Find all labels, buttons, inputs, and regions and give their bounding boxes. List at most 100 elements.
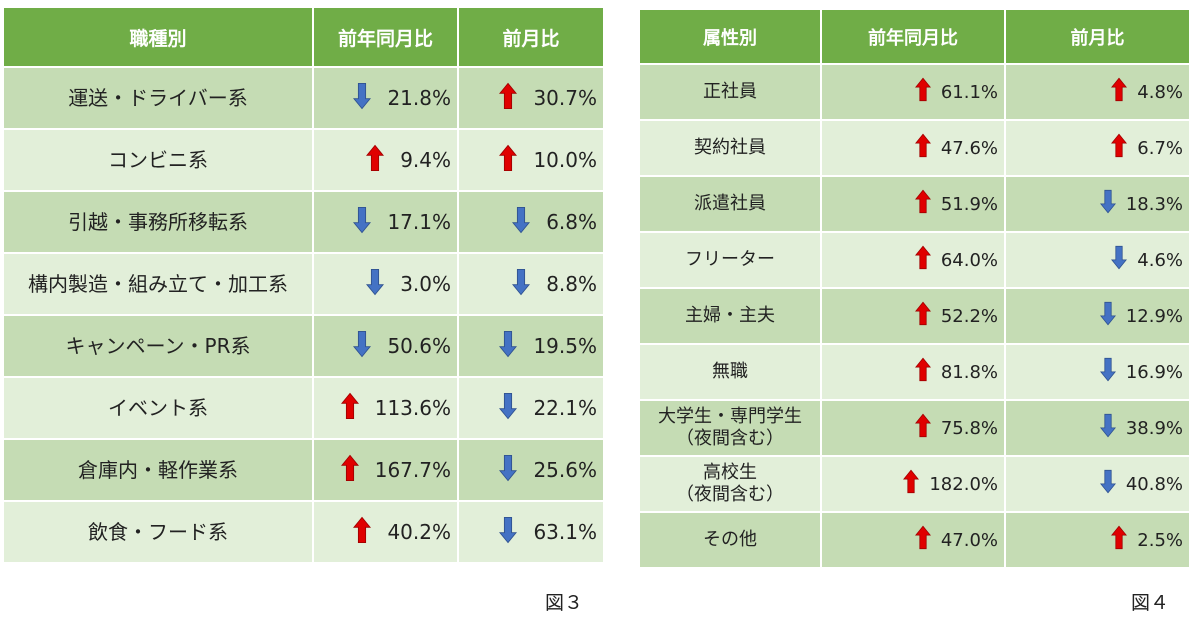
category-cell: キャンペーン・PR系 — [4, 316, 314, 378]
mom-value: 4.8% — [1137, 81, 1183, 103]
mom-value: 16.9% — [1125, 361, 1183, 383]
arrow-up-icon — [340, 454, 359, 487]
mom-cell: 25.6% — [459, 440, 605, 502]
yoy-cell: 182.0% — [822, 457, 1006, 513]
figure-caption-4: 図４ — [1131, 592, 1170, 614]
mom-value: 19.5% — [533, 334, 597, 358]
header-mom: 前月比 — [1006, 10, 1191, 65]
mom-value: 4.6% — [1137, 249, 1183, 271]
yoy-value: 182.0% — [929, 473, 998, 495]
yoy-value: 75.8% — [940, 417, 998, 439]
category-cell: 飲食・フード系 — [4, 502, 314, 564]
category-label: コンビニ系 — [108, 148, 208, 172]
category-label: 正社員 — [703, 81, 757, 103]
mom-value: 6.8% — [546, 210, 597, 234]
job-type-table: 職種別 前年同月比 前月比 運送・ドライバー系 21.8% 30.7% コンビニ系 9.… — [4, 8, 605, 564]
mom-cell: 30.7% — [459, 68, 605, 130]
mom-value: 30.7% — [533, 86, 597, 110]
mom-cell: 12.9% — [1006, 289, 1191, 345]
yoy-value: 47.6% — [940, 137, 998, 159]
mom-cell: 4.6% — [1006, 233, 1191, 289]
mom-value: 2.5% — [1137, 529, 1183, 551]
table-row: イベント系 113.6% 22.1% — [4, 378, 605, 440]
yoy-value: 51.9% — [940, 193, 998, 215]
yoy-cell: 40.2% — [314, 502, 459, 564]
mom-value: 18.3% — [1125, 193, 1183, 215]
category-cell: 主婦・主夫 — [640, 289, 822, 345]
arrow-up-icon — [1111, 525, 1128, 555]
table-row: フリーター 64.0% 4.6% — [640, 233, 1191, 289]
mom-value: 63.1% — [533, 520, 597, 544]
arrow-up-icon — [914, 301, 931, 331]
arrow-up-icon — [914, 189, 931, 219]
yoy-value: 81.8% — [940, 361, 998, 383]
category-label: 構内製造・組み立て・加工系 — [28, 272, 288, 296]
category-label: 倉庫内・軽作業系 — [78, 458, 238, 482]
mom-cell: 40.8% — [1006, 457, 1191, 513]
arrow-up-icon — [1111, 77, 1128, 107]
arrow-up-icon — [914, 525, 931, 555]
arrow-down-icon — [512, 268, 531, 301]
header-row: 職種別 前年同月比 前月比 — [4, 8, 605, 68]
arrow-up-icon — [499, 82, 518, 115]
yoy-cell: 47.6% — [822, 121, 1006, 177]
category-label: 契約社員 — [694, 137, 766, 159]
mom-value: 40.8% — [1125, 473, 1183, 495]
header-mom: 前月比 — [459, 8, 605, 68]
category-label: （夜間含む） — [676, 484, 784, 505]
table-row: 運送・ドライバー系 21.8% 30.7% — [4, 68, 605, 130]
category-label: 引越・事務所移転系 — [68, 210, 248, 234]
arrow-up-icon — [340, 392, 359, 425]
arrow-down-icon — [353, 330, 372, 363]
category-label: 無職 — [712, 361, 748, 383]
table-row: 正社員 61.1% 4.8% — [640, 65, 1191, 121]
mom-cell: 63.1% — [459, 502, 605, 564]
mom-cell: 19.5% — [459, 316, 605, 378]
yoy-cell: 51.9% — [822, 177, 1006, 233]
table-row: 無職 81.8% 16.9% — [640, 345, 1191, 401]
arrow-down-icon — [1099, 357, 1116, 387]
yoy-value: 9.4% — [400, 148, 451, 172]
category-cell: 正社員 — [640, 65, 822, 121]
attribute-table: 属性別 前年同月比 前月比 正社員 61.1% 4.8% 契約社員 47.6% 6.7% 派… — [640, 10, 1191, 569]
yoy-cell: 3.0% — [314, 254, 459, 316]
yoy-cell: 47.0% — [822, 513, 1006, 569]
table-row: 主婦・主夫 52.2% 12.9% — [640, 289, 1191, 345]
yoy-cell: 75.8% — [822, 401, 1006, 457]
table-row: 飲食・フード系 40.2% 63.1% — [4, 502, 605, 564]
arrow-down-icon — [353, 206, 372, 239]
category-cell: 大学生・専門学生 （夜間含む） — [640, 401, 822, 457]
mom-value: 12.9% — [1125, 305, 1183, 327]
arrow-up-icon — [499, 144, 518, 177]
category-cell: 引越・事務所移転系 — [4, 192, 314, 254]
arrow-up-icon — [353, 516, 372, 549]
category-cell: 契約社員 — [640, 121, 822, 177]
yoy-cell: 81.8% — [822, 345, 1006, 401]
mom-value: 38.9% — [1125, 417, 1183, 439]
arrow-up-icon — [1111, 133, 1128, 163]
arrow-down-icon — [512, 206, 531, 239]
category-label: 大学生・専門学生 — [658, 406, 802, 428]
mom-value: 22.1% — [533, 396, 597, 420]
yoy-value: 52.2% — [940, 305, 998, 327]
table-row: 高校生 （夜間含む） 182.0% 40.8% — [640, 457, 1191, 513]
arrow-down-icon — [1099, 301, 1116, 331]
yoy-value: 61.1% — [940, 81, 998, 103]
table-row: 構内製造・組み立て・加工系 3.0% 8.8% — [4, 254, 605, 316]
yoy-value: 47.0% — [940, 529, 998, 551]
yoy-value: 17.1% — [387, 210, 451, 234]
arrow-down-icon — [366, 268, 385, 301]
yoy-value: 21.8% — [387, 86, 451, 110]
header-category: 属性別 — [640, 10, 822, 65]
mom-cell: 2.5% — [1006, 513, 1191, 569]
table-row: 引越・事務所移転系 17.1% 6.8% — [4, 192, 605, 254]
header-yoy: 前年同月比 — [822, 10, 1006, 65]
yoy-value: 40.2% — [387, 520, 451, 544]
category-label: キャンペーン・PR系 — [65, 334, 251, 358]
yoy-cell: 64.0% — [822, 233, 1006, 289]
mom-cell: 6.7% — [1006, 121, 1191, 177]
arrow-up-icon — [914, 245, 931, 275]
figure-caption-3: 図３ — [545, 592, 584, 614]
arrow-down-icon — [1099, 413, 1116, 443]
category-label: 高校生 — [703, 462, 757, 484]
